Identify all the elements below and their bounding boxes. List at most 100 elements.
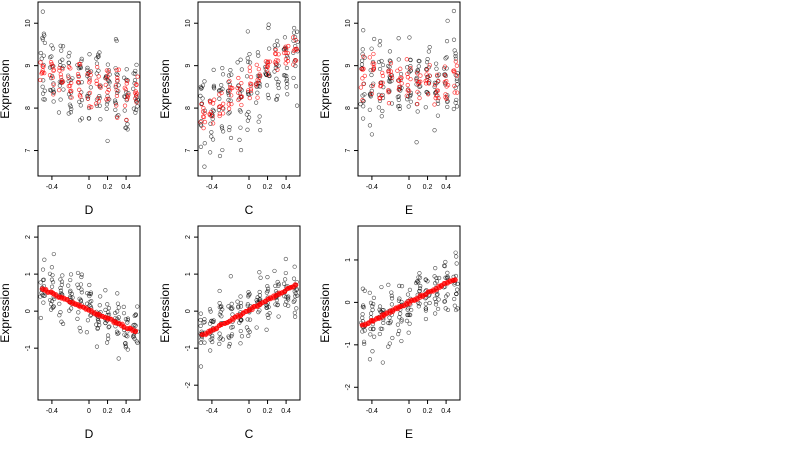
fitted-point — [58, 74, 64, 80]
observed-point — [434, 292, 439, 298]
observed-point — [123, 343, 128, 348]
y-tick-label: 8 — [185, 106, 192, 110]
fitted-point — [265, 64, 270, 70]
fitted-point — [51, 68, 56, 73]
observed-point — [423, 277, 428, 283]
observed-point — [371, 295, 377, 301]
observed-point — [219, 314, 224, 319]
observed-point — [133, 68, 138, 74]
fitted-point — [114, 87, 119, 93]
observed-point — [217, 336, 222, 341]
fitted-point — [275, 67, 280, 72]
fitted-point — [386, 70, 391, 75]
observed-point — [48, 297, 53, 303]
observed-point — [291, 30, 297, 35]
observed-point — [239, 318, 244, 323]
fitted-point — [292, 58, 298, 63]
fitted-point — [386, 68, 391, 73]
observed-point — [360, 329, 365, 334]
observed-point — [423, 308, 429, 313]
observed-point — [49, 43, 54, 48]
observed-point — [281, 281, 287, 286]
observed-point — [372, 334, 377, 339]
observed-point — [238, 328, 243, 334]
fitted-point — [388, 61, 394, 66]
fitted-point — [200, 114, 206, 119]
observed-point — [41, 31, 46, 36]
fitted-point — [226, 106, 232, 111]
observed-point — [274, 97, 279, 102]
observed-point — [434, 61, 439, 66]
observed-point — [369, 72, 374, 78]
fitted-point — [360, 67, 365, 72]
observed-point — [267, 46, 272, 51]
observed-point — [360, 93, 365, 98]
fitted-point — [361, 66, 366, 71]
x-tick-label: 0.4 — [441, 184, 451, 191]
observed-point — [134, 62, 139, 67]
y-axis-label: Expression — [318, 283, 332, 342]
fitted-point — [265, 67, 270, 73]
observed-point — [95, 54, 100, 60]
fitted-point — [405, 82, 410, 88]
y-axis-label: Expression — [158, 283, 172, 342]
observed-point — [275, 38, 280, 43]
observed-point — [198, 93, 203, 98]
observed-point — [416, 64, 421, 69]
fitted-point — [432, 102, 437, 107]
observed-point — [435, 113, 441, 118]
observed-point — [276, 85, 281, 91]
y-axis-label: Expression — [0, 59, 12, 118]
fitted-point — [239, 94, 245, 99]
fitted-point — [442, 73, 448, 78]
observed-point — [66, 283, 71, 288]
observed-point — [115, 309, 120, 314]
observed-point — [87, 291, 92, 297]
observed-point — [247, 317, 253, 322]
observed-point — [361, 104, 366, 109]
observed-point — [256, 310, 261, 315]
fitted-point — [208, 109, 214, 114]
fitted-point — [69, 88, 74, 93]
fitted-point — [273, 47, 278, 53]
fitted-point — [105, 90, 110, 95]
y-tick-label: 9 — [185, 64, 192, 68]
observed-point — [397, 106, 402, 111]
observed-point — [442, 299, 447, 304]
observed-point — [284, 78, 289, 84]
observed-point — [229, 72, 234, 77]
observed-point — [427, 45, 432, 50]
observed-point — [453, 56, 458, 61]
observed-point — [265, 312, 270, 317]
observed-point — [258, 275, 263, 280]
observed-point — [424, 60, 430, 65]
fitted-point — [434, 88, 440, 93]
observed-point — [230, 324, 235, 330]
observed-point — [58, 63, 63, 68]
observed-point — [132, 322, 137, 327]
observed-point — [133, 71, 138, 76]
fitted-point — [436, 78, 441, 84]
observed-point — [106, 79, 111, 84]
observed-point — [434, 275, 439, 281]
observed-point — [229, 306, 234, 312]
observed-point — [443, 259, 448, 265]
fitted-point — [247, 65, 252, 70]
fitted-point — [239, 80, 244, 86]
observed-point — [395, 94, 400, 100]
observed-point — [435, 98, 440, 103]
fitted-point — [133, 96, 138, 101]
observed-point — [69, 107, 74, 112]
observed-point — [217, 331, 222, 336]
observed-point — [246, 109, 251, 115]
observed-point — [284, 73, 289, 79]
fitted-point — [50, 75, 55, 80]
observed-point — [256, 119, 261, 124]
fitted-point — [122, 103, 128, 108]
observed-point — [434, 66, 439, 71]
fitted-point — [257, 72, 262, 77]
observed-point — [408, 99, 413, 104]
observed-point — [76, 310, 81, 315]
observed-point — [453, 100, 458, 105]
fitted-point — [370, 83, 376, 88]
